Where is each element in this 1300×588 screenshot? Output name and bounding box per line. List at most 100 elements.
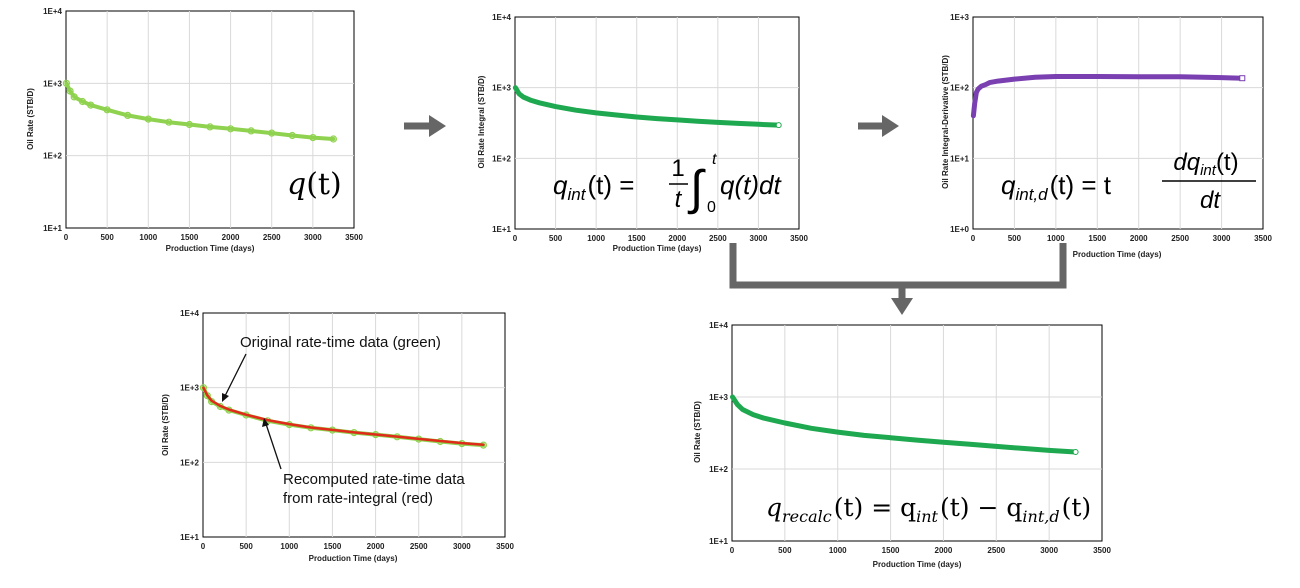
- data-point: [199, 384, 207, 392]
- y-tick-label: 1E+4: [709, 321, 728, 330]
- y-axis-label: Oil Rate Integral (STB/D): [477, 75, 486, 168]
- eq-lower-limit: 0: [707, 199, 716, 216]
- eq-num-main: dq: [1173, 149, 1200, 176]
- y-tick-label: 1E+4: [180, 309, 199, 318]
- data-point: [309, 134, 317, 142]
- x-tick-label: 1000: [829, 546, 847, 555]
- data-point: [268, 129, 276, 137]
- eq-num-sub: int: [1200, 162, 1217, 179]
- equation-q: q(t): [287, 167, 342, 202]
- eq-integrand: q(t)dt: [720, 170, 782, 200]
- y-tick-label: 1E+3: [43, 79, 62, 88]
- data-point: [329, 135, 337, 143]
- y-tick-label: 1E+3: [950, 13, 969, 22]
- x-axis-label: Production Time (days): [309, 554, 398, 563]
- eq-upper-limit: t: [712, 151, 717, 168]
- x-tick-label: 3500: [790, 234, 808, 243]
- eq-q: q: [1001, 170, 1016, 200]
- series-line-0: [512, 85, 782, 128]
- eq-q: q: [553, 170, 568, 200]
- end-marker: [775, 122, 782, 129]
- x-axis-label: Production Time (days): [613, 244, 702, 253]
- x-tick-label: 3500: [496, 542, 514, 551]
- eq-arg: (t) = t: [1050, 170, 1112, 200]
- y-tick-label: 1E+2: [43, 152, 62, 161]
- x-tick-label: 1500: [628, 234, 646, 243]
- eq-denominator: dt: [1200, 187, 1221, 214]
- data-point: [227, 125, 235, 133]
- series-line-0: [201, 385, 486, 448]
- y-tick-label: 1E+4: [43, 7, 62, 16]
- equation-qint: qint(t) = 1 t ∫ t 0 q(t)dt: [553, 151, 782, 216]
- eq-arg: (t) =: [587, 170, 634, 200]
- x-axis-label: Production Time (days): [166, 244, 255, 253]
- equation-qrecalc: qrecalc(t) = qint(t) − qint,d(t): [766, 493, 1091, 526]
- x-tick-label: 1500: [882, 546, 900, 555]
- grid: [515, 17, 799, 229]
- x-tick-label: 3000: [1040, 546, 1058, 555]
- x-tick-label: 3500: [345, 233, 363, 242]
- data-point: [70, 93, 78, 101]
- annotation-arrow-original: [224, 353, 247, 397]
- series-layer: [730, 394, 1079, 455]
- x-tick-label: 3500: [1254, 234, 1272, 243]
- y-tick-label: 1E+1: [950, 154, 969, 163]
- x-tick-label: 500: [1008, 234, 1022, 243]
- y-tick-label: 1E+1: [43, 224, 62, 233]
- eq-sub3: int,d: [1022, 507, 1059, 526]
- tick-layer: 0 500 1000 1500 2000 2500 3000 3500 1E+1 1E+2 1E+3…: [43, 7, 363, 242]
- x-tick-label: 3000: [453, 542, 471, 551]
- x-tick-label: 3000: [1213, 234, 1231, 243]
- data-point: [66, 87, 74, 95]
- x-tick-label: 2500: [987, 546, 1005, 555]
- y-tick-label: 1E+3: [180, 384, 199, 393]
- x-tick-label: 0: [971, 234, 976, 243]
- y-tick-label: 1E+1: [709, 537, 728, 546]
- eq-sub1: recalc: [782, 507, 832, 526]
- x-tick-label: 2500: [709, 234, 727, 243]
- plot-frame: [972, 16, 1264, 230]
- connector-merge: [729, 243, 1067, 300]
- plot-frame: [514, 16, 800, 230]
- data-point: [78, 97, 87, 106]
- data-point: [247, 127, 255, 135]
- annotation-recomputed-line1: Recomputed rate-time data: [283, 471, 465, 488]
- tick-layer: 0 500 1000 1500 2000 2500 3000 3500 1E+1 1E+2 1E+3…: [709, 321, 1111, 555]
- y-tick-label: 1E+1: [180, 533, 199, 542]
- x-tick-label: 0: [730, 546, 735, 555]
- x-tick-label: 2500: [1171, 234, 1189, 243]
- x-tick-label: 500: [239, 542, 253, 551]
- x-tick-label: 1000: [587, 234, 605, 243]
- data-point: [62, 79, 71, 87]
- x-tick-label: 500: [549, 234, 563, 243]
- x-tick-label: 1500: [181, 233, 199, 242]
- y-tick-label: 1E+2: [709, 465, 728, 474]
- tick-layer: 0 500 1000 1500 2000 2500 3000 3500 1E+1 1E+2 1E+3…: [492, 13, 808, 243]
- eq-lhs: qint,d(t) = t: [1001, 170, 1112, 204]
- x-tick-label: 2000: [367, 542, 385, 551]
- grid: [203, 313, 505, 537]
- x-tick-label: 1500: [324, 542, 342, 551]
- x-tick-label: 2000: [1130, 234, 1148, 243]
- end-marker: [1072, 449, 1079, 455]
- annotation-original: Original rate-time data (green): [240, 334, 441, 351]
- y-tick-label: 1E+2: [950, 84, 969, 93]
- x-axis-label: Production Time (days): [873, 560, 962, 569]
- x-tick-label: 2000: [935, 546, 953, 555]
- y-tick-label: 1E+3: [709, 393, 728, 402]
- chart-oil-rate-integral: 0 500 1000 1500 2000 2500 3000 3500 1E+1 1E+2 1E+3…: [477, 13, 808, 253]
- data-point: [144, 115, 152, 123]
- x-tick-label: 1000: [1047, 234, 1065, 243]
- x-tick-label: 2500: [263, 233, 281, 242]
- chart-rate-comparison: 0 500 1000 1500 2000 2500 3000 3500 1E+1 1E+2 1E+3…: [161, 309, 514, 563]
- data-point: [103, 106, 111, 114]
- eq-mid2: (t) − q: [940, 493, 1022, 522]
- x-tick-label: 2000: [668, 234, 686, 243]
- tick-layer: 0 500 1000 1500 2000 2500 3000 3500 1E+1 1E+2 1E+3…: [180, 309, 514, 551]
- series-line-0: [730, 394, 1079, 455]
- y-tick-label: 1E+2: [180, 458, 199, 467]
- x-tick-label: 500: [778, 546, 792, 555]
- x-tick-label: 2000: [222, 233, 240, 242]
- y-axis-label: Oil Rate (STB/D): [26, 88, 35, 150]
- x-tick-label: 3000: [304, 233, 322, 242]
